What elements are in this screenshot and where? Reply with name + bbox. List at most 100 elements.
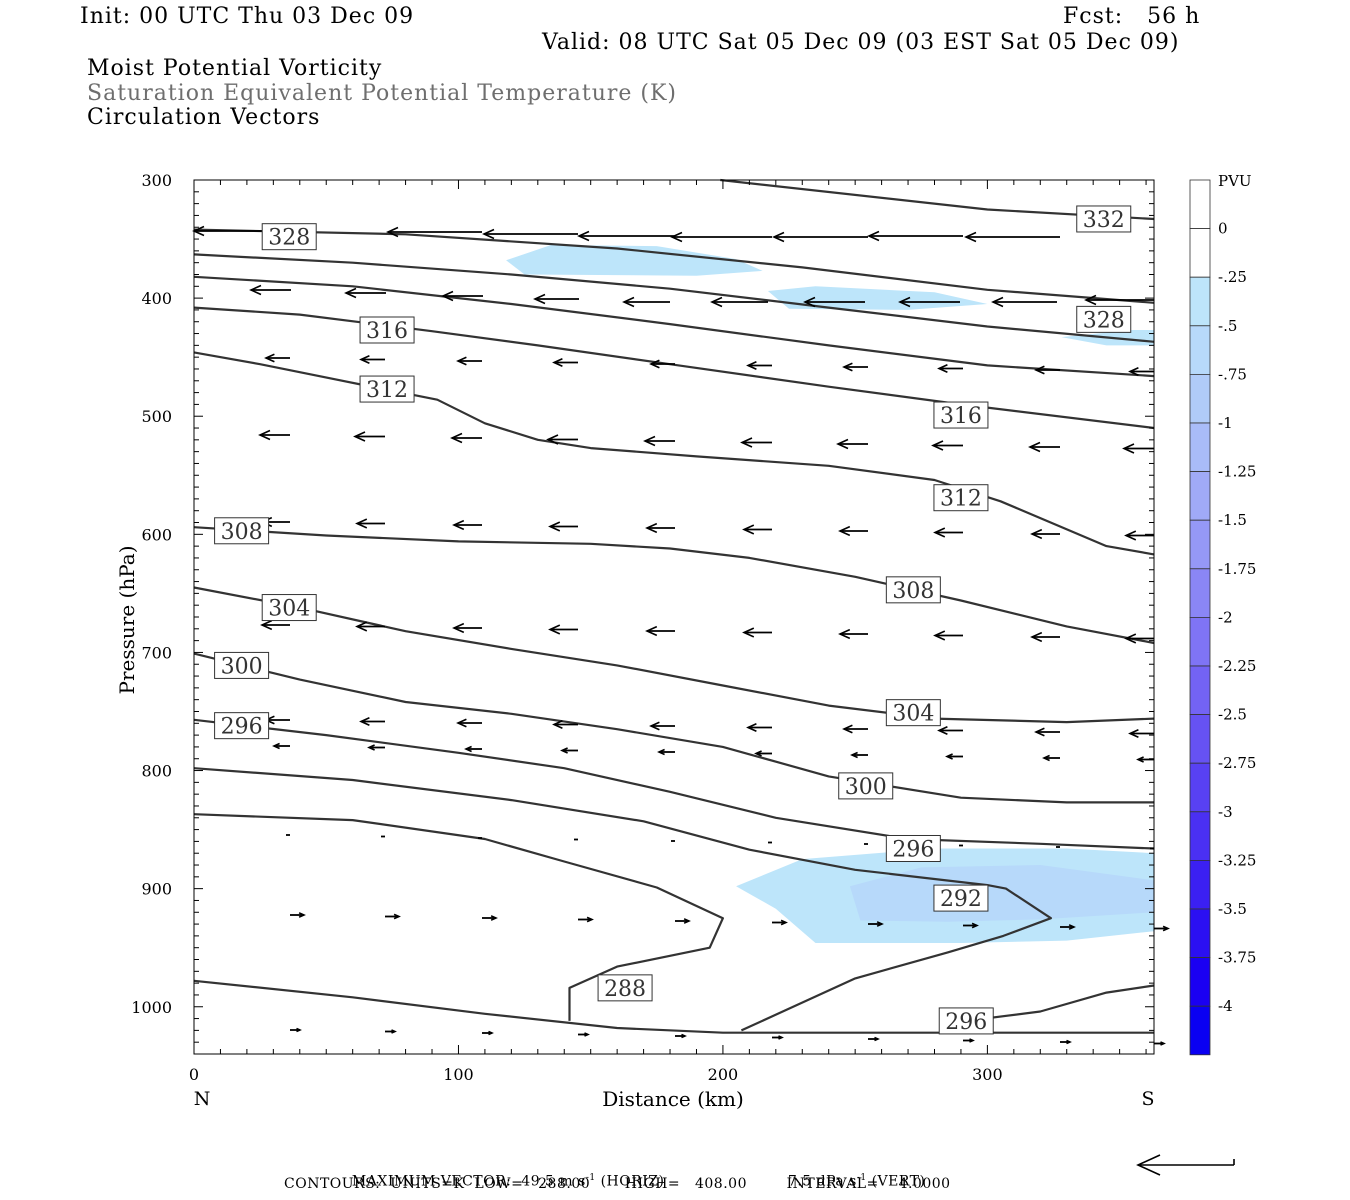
theta-es-contour-296: [193, 718, 1155, 850]
colorbar-swatch: [1189, 519, 1211, 570]
circulation-vector: [560, 747, 578, 754]
colorbar-tick-label: -1.5: [1218, 511, 1247, 529]
vector-head: [657, 748, 665, 756]
vector-head: [937, 363, 948, 374]
circulation-vector: [258, 429, 290, 441]
circulation-vector: [649, 359, 675, 369]
x-tick-label: 300: [972, 1065, 1003, 1084]
vector-head: [742, 627, 755, 638]
circulation-vector: [933, 527, 963, 538]
circulation-vector: [452, 519, 482, 531]
vector-head: [971, 922, 979, 929]
vector-head: [838, 628, 851, 640]
circulation-vector: [359, 354, 385, 365]
title-theta-es: Saturation Equivalent Potential Temperat…: [87, 81, 677, 106]
max-vector-horiz: 49.5 m s: [521, 1173, 586, 1190]
contour-label-text: 296: [221, 715, 263, 740]
contour-label-box: [933, 484, 989, 512]
x-tick-label: 200: [708, 1065, 739, 1084]
colorbar-swatch: [1189, 714, 1211, 764]
circulation-vector: [386, 226, 482, 238]
circulation-vector: [710, 296, 768, 308]
contour-label-box: [885, 834, 941, 862]
contour-label-text: 308: [221, 520, 263, 545]
circulation-vector: [645, 625, 675, 637]
vector-head: [1034, 365, 1045, 375]
footer-max-vertical: 7.5 dPa s-1 (VERT): [778, 1157, 925, 1190]
circulation-vector: [385, 1029, 397, 1034]
circulation-vector: [1028, 441, 1060, 453]
colorbar-swatch: [1189, 373, 1211, 424]
vector-head: [488, 1030, 494, 1036]
vector-head: [1028, 441, 1041, 453]
vector-head: [622, 296, 635, 308]
vector-head: [683, 918, 691, 924]
circulation-vector: [456, 718, 482, 728]
vector-head: [670, 231, 683, 243]
contour-label-box: [214, 651, 270, 679]
vector-head: [867, 230, 880, 242]
colorbar-swatch: [1189, 762, 1211, 813]
footer-contour-info: CONTOURS: UNITS=K LOW= 288.00 HIGH= 408.…: [284, 1176, 951, 1192]
y-tick-label: 600: [141, 525, 172, 544]
vector-head: [548, 521, 561, 532]
vector-head: [876, 921, 884, 927]
circulation-vector: [1034, 727, 1060, 737]
contour-label: 328: [1076, 305, 1132, 333]
vector-head: [1042, 754, 1050, 762]
contour-label-text: 296: [945, 1010, 987, 1035]
circulation-vector: [1084, 294, 1154, 306]
vector-head: [359, 354, 370, 365]
colorbar-tick-label: -3.5: [1218, 900, 1247, 918]
x-tick-label: 100: [443, 1065, 474, 1084]
vector-head: [772, 231, 785, 243]
vector-head: [577, 230, 590, 242]
circulation-vector: [991, 296, 1057, 308]
circulation-vector: [838, 628, 868, 640]
vector-head: [584, 1032, 590, 1037]
contour-label-box: [933, 401, 989, 429]
circulation-vector: [290, 1027, 302, 1033]
vector-head: [298, 912, 306, 918]
contour-label-box: [597, 974, 653, 1002]
circulation-vector: [552, 719, 578, 730]
vector-head: [746, 360, 757, 371]
contour-label: 332: [1076, 205, 1132, 233]
colorbar-swatch: [1189, 471, 1211, 521]
circulation-vector: [931, 440, 963, 451]
vector-head: [1124, 530, 1137, 541]
colorbar-swatch: [1189, 422, 1211, 472]
contour-label: 308: [214, 517, 270, 545]
reference-vector-layer: [1136, 1154, 1235, 1176]
vector-head: [780, 919, 788, 926]
colorbar-swatch: [1189, 228, 1211, 278]
contour-label-box: [261, 594, 317, 622]
vector-head: [386, 226, 399, 238]
circulation-vector: [1122, 443, 1154, 454]
circulation-vector: [1128, 366, 1154, 377]
max-vector-vert: 7.5 dPa s: [787, 1173, 857, 1190]
circulation-vector: [464, 745, 482, 753]
contour-label: 328: [261, 223, 317, 251]
circulation-vector: [649, 721, 675, 731]
contour-label-text: 308: [892, 579, 934, 604]
circulation-vector: [645, 522, 675, 534]
circulation-vector: [772, 919, 788, 926]
colorbar-swatch: [1189, 276, 1211, 327]
circulation-vector: [359, 716, 385, 727]
circulation-vector: [772, 231, 868, 243]
theta-es-contour-328: [193, 228, 1155, 304]
vector-head: [1128, 366, 1139, 377]
circulation-vector: [355, 621, 385, 632]
colorbar-swatch: [1189, 665, 1211, 715]
contour-label: 312: [933, 484, 989, 512]
vector-head: [933, 630, 946, 641]
y-axis-title: Pressure (hPa): [115, 546, 139, 695]
contour-label: 304: [261, 594, 317, 622]
x-tick-label: 0: [189, 1065, 199, 1084]
contour-label: 296: [214, 712, 270, 740]
vector-head: [1128, 728, 1139, 739]
circulation-vector: [385, 913, 401, 920]
vector-head: [353, 431, 366, 442]
colorbar-tick-label: -4: [1218, 997, 1233, 1015]
